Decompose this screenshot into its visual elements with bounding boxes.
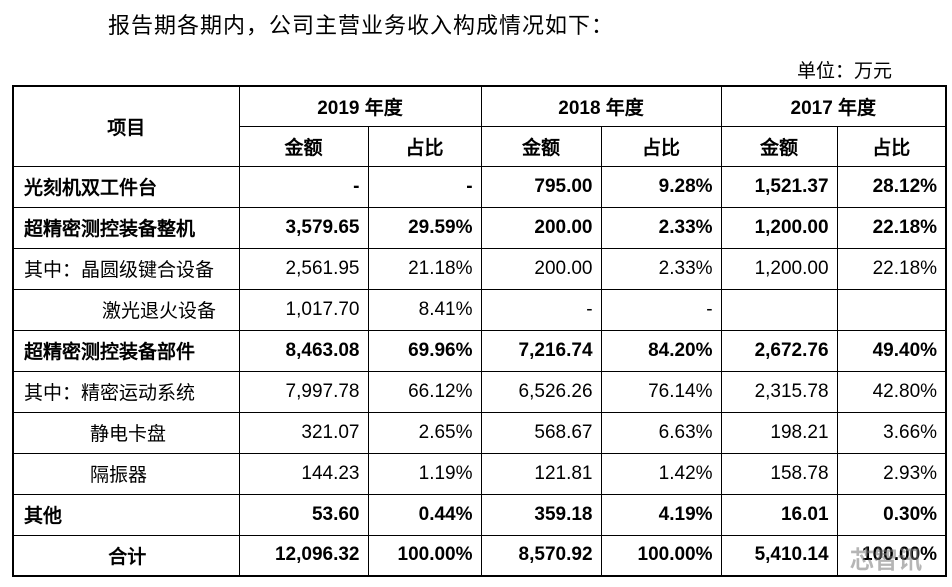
row-label: 其中：精密运动系统 bbox=[12, 370, 240, 413]
cell: 795.00 bbox=[480, 165, 602, 208]
cell: 1,200.00 bbox=[720, 206, 838, 249]
row-label: 其中：晶圆级键合设备 bbox=[12, 247, 240, 290]
cell bbox=[720, 288, 838, 331]
cell: 1.19% bbox=[367, 452, 482, 495]
watermark: 芯智讯 bbox=[850, 547, 922, 574]
cell: 200.00 bbox=[480, 206, 602, 249]
cell: 158.78 bbox=[720, 452, 838, 495]
row-label: 静电卡盘 bbox=[12, 411, 240, 454]
cell: 53.60 bbox=[238, 493, 369, 536]
cell: - bbox=[238, 165, 369, 208]
cell: 16.01 bbox=[720, 493, 838, 536]
cell: 2.33% bbox=[600, 206, 722, 249]
cell: 49.40% bbox=[836, 329, 947, 372]
data-row: 激光退火设备 1,017.70 8.41% - - bbox=[12, 288, 947, 331]
row-label: 其他 bbox=[12, 493, 240, 536]
revenue-table: 项目 2019 年度 2018 年度 2017 年度 金额 占比 金额 占比 金额 占比 光刻机双工… bbox=[12, 85, 948, 577]
cell bbox=[836, 288, 947, 331]
cell: 6,526.26 bbox=[480, 370, 602, 413]
cell: 69.96% bbox=[367, 329, 482, 372]
data-row: 静电卡盘 321.07 2.65% 568.67 6.63% 198.21 3.66% bbox=[12, 411, 947, 454]
cell: 76.14% bbox=[600, 370, 722, 413]
cell: 28.12% bbox=[836, 165, 947, 208]
cell: 2,672.76 bbox=[720, 329, 838, 372]
header-row: 金额 占比 金额 占比 金额 占比 bbox=[13, 125, 947, 167]
cell: 3,579.65 bbox=[238, 206, 369, 249]
cell: 2.65% bbox=[367, 411, 482, 454]
data-row: 其他 53.60 0.44% 359.18 4.19% 16.01 0.30% bbox=[12, 493, 947, 536]
cell: - bbox=[600, 288, 722, 331]
cell: - bbox=[480, 288, 602, 331]
cell: 8.41% bbox=[367, 288, 482, 331]
cell: 8,463.08 bbox=[238, 329, 369, 372]
data-row: 超精密测控装备整机 3,579.65 29.59% 200.00 2.33% 1,200.… bbox=[12, 206, 947, 249]
cell: 200.00 bbox=[480, 247, 602, 290]
cell: 21.18% bbox=[367, 247, 482, 290]
cell: 6.63% bbox=[600, 411, 722, 454]
cell: 1,521.37 bbox=[720, 165, 838, 208]
sub-header: 金额 bbox=[238, 125, 369, 167]
cell: 2.93% bbox=[836, 452, 947, 495]
cell: - bbox=[367, 165, 482, 208]
cell: 22.18% bbox=[836, 206, 947, 249]
row-label: 隔振器 bbox=[12, 452, 240, 495]
year-header: 2018 年度 bbox=[480, 85, 722, 127]
cell: 3.66% bbox=[836, 411, 947, 454]
cell: 7,216.74 bbox=[480, 329, 602, 372]
row-label: 超精密测控装备整机 bbox=[12, 206, 240, 249]
row-label: 激光退火设备 bbox=[12, 288, 240, 331]
data-row: 合计 12,096.32 100.00% 8,570.92 100.00% 5,410.1… bbox=[12, 534, 947, 577]
cell: 8,570.92 bbox=[480, 534, 602, 577]
cell: 29.59% bbox=[367, 206, 482, 249]
cell: 4.19% bbox=[600, 493, 722, 536]
item-header: 项目 bbox=[12, 85, 240, 167]
cell: 22.18% bbox=[836, 247, 947, 290]
sub-header: 金额 bbox=[720, 125, 838, 167]
cell: 121.81 bbox=[480, 452, 602, 495]
cell: 0.30% bbox=[836, 493, 947, 536]
data-row: 隔振器 144.23 1.19% 121.81 1.42% 158.78 2.93% bbox=[12, 452, 947, 495]
cell: 100.00% bbox=[836, 534, 947, 577]
sub-header: 占比 bbox=[367, 125, 482, 167]
data-row: 光刻机双工件台 - -795.00 9.28% 1,521.37 28.12% bbox=[12, 165, 947, 208]
intro-text: 报告期各期内，公司主营业务收入构成情况如下： bbox=[108, 13, 615, 38]
cell: 2.33% bbox=[600, 247, 722, 290]
unit-label: 单位：万元 bbox=[796, 61, 892, 82]
cell: 7,997.78 bbox=[238, 370, 369, 413]
cell: 66.12% bbox=[367, 370, 482, 413]
cell: 1,200.00 bbox=[720, 247, 838, 290]
header-row: 项目 2019 年度 2018 年度 2017 年度 bbox=[12, 85, 947, 167]
cell: 84.20% bbox=[600, 329, 722, 372]
cell: 100.00% bbox=[600, 534, 722, 577]
cell: 5,410.14 bbox=[720, 534, 838, 577]
sub-header: 金额 bbox=[480, 125, 602, 167]
cell: 12,096.32 bbox=[238, 534, 369, 577]
cell: 9.28% bbox=[600, 165, 722, 208]
data-row: 超精密测控装备部件 8,463.08 69.96% 7,216.74 84.20% 2,6… bbox=[12, 329, 947, 372]
data-row: 其中：晶圆级键合设备 2,561.95 21.18% 200.00 2.33% 1,200… bbox=[12, 247, 947, 290]
cell: 144.23 bbox=[238, 452, 369, 495]
cell: 359.18 bbox=[480, 493, 602, 536]
cell: 2,315.78 bbox=[720, 370, 838, 413]
cell: 2,561.95 bbox=[238, 247, 369, 290]
year-header: 2017 年度 bbox=[720, 85, 947, 127]
cell: 198.21 bbox=[720, 411, 838, 454]
cell: 321.07 bbox=[238, 411, 369, 454]
sub-header: 占比 bbox=[836, 125, 947, 167]
cell: 1,017.70 bbox=[238, 288, 369, 331]
cell: 568.67 bbox=[480, 411, 602, 454]
cell: 1.42% bbox=[600, 452, 722, 495]
cell: 42.80% bbox=[836, 370, 947, 413]
data-row: 其中：精密运动系统 7,997.78 66.12% 6,526.26 76.14% 2,3… bbox=[12, 370, 947, 413]
year-header: 2019 年度 bbox=[238, 85, 482, 127]
sub-header: 占比 bbox=[600, 125, 722, 167]
cell: 100.00% bbox=[367, 534, 482, 577]
cell: 0.44% bbox=[367, 493, 482, 536]
row-label: 光刻机双工件台 bbox=[12, 165, 240, 208]
row-label: 合计 bbox=[12, 534, 240, 577]
row-label: 超精密测控装备部件 bbox=[12, 329, 240, 372]
